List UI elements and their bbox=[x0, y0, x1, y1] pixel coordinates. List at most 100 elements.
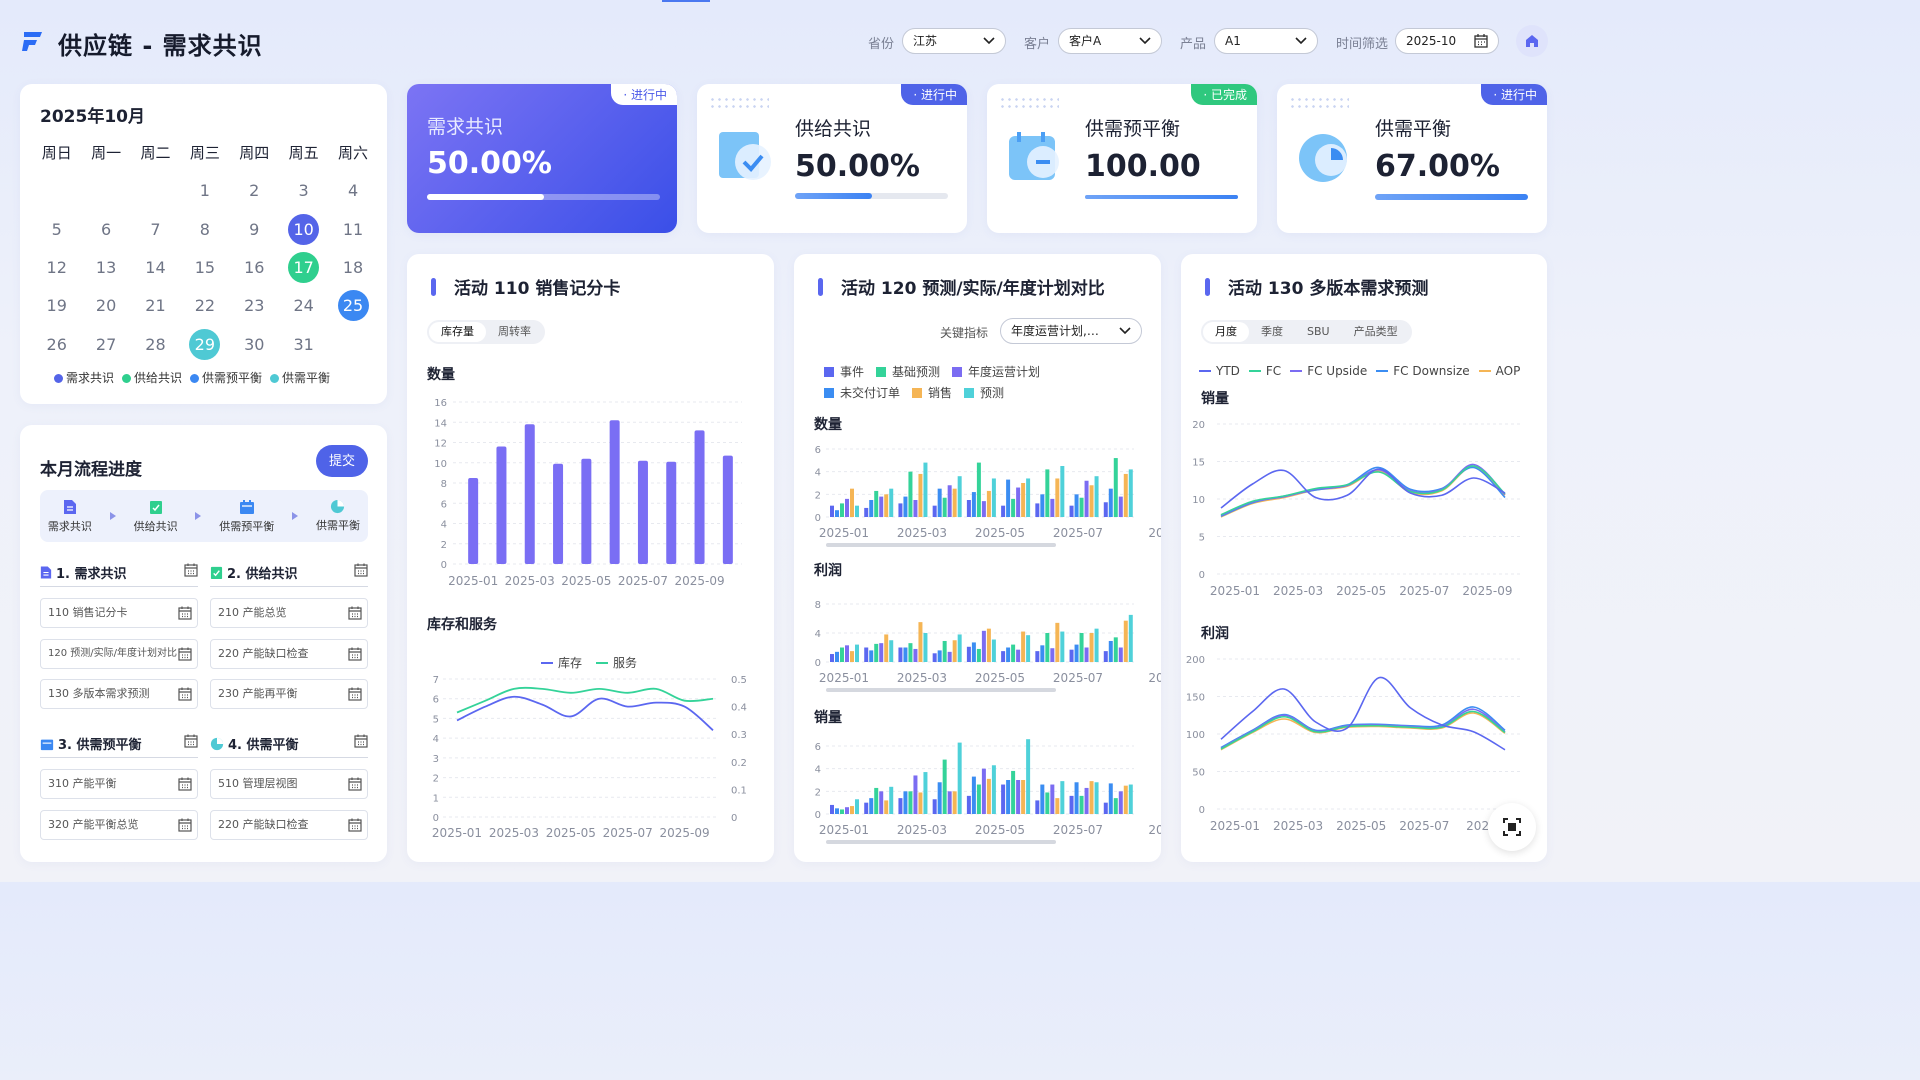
calendar-day[interactable]: 20 bbox=[95, 296, 117, 316]
step-supply[interactable]: 供给共识 bbox=[134, 499, 178, 534]
calendar-day[interactable]: 8 bbox=[199, 219, 210, 239]
calendar-day[interactable]: 21 bbox=[145, 296, 166, 316]
bar bbox=[879, 791, 884, 814]
step-balance[interactable]: 供需平衡 bbox=[316, 499, 360, 533]
calendar-day[interactable]: 1 bbox=[199, 181, 210, 201]
calendar-day[interactable]: 17 bbox=[279, 252, 328, 284]
process-item[interactable]: 510 管理层视图 bbox=[210, 769, 368, 799]
province-select[interactable]: 江苏 bbox=[902, 28, 1006, 54]
tab-monthly[interactable]: 月度 bbox=[1203, 322, 1249, 342]
kpi-value: 50.00% bbox=[795, 149, 920, 184]
step-demand[interactable]: 需求共识 bbox=[48, 499, 92, 534]
calendar-day[interactable]: 3 bbox=[298, 181, 309, 201]
kpi-card-balance[interactable]: · 进行中 供需平衡 67.00% bbox=[1277, 84, 1547, 233]
tab-turnover[interactable]: 周转率 bbox=[498, 325, 531, 338]
calendar-day[interactable]: 25 bbox=[328, 290, 377, 322]
week-row: 5 6 7 8 9 10 11 bbox=[32, 211, 378, 249]
process-item[interactable]: 130 多版本需求预测 bbox=[40, 679, 198, 709]
process-item[interactable]: 310 产能平衡 bbox=[40, 769, 198, 799]
calendar-day[interactable]: 7 bbox=[150, 219, 161, 239]
product-select[interactable]: A1 bbox=[1214, 28, 1318, 54]
process-item[interactable]: 230 产能再平衡 bbox=[210, 679, 368, 709]
legend-label: 库存 bbox=[558, 656, 583, 670]
calendar-day[interactable]: 13 bbox=[95, 258, 117, 278]
customer-select[interactable]: 客户A bbox=[1058, 28, 1162, 54]
tab-quarterly[interactable]: 季度 bbox=[1261, 325, 1283, 338]
calendar-day[interactable]: 29 bbox=[180, 328, 229, 361]
week-row: 19 20 21 22 23 24 25 bbox=[32, 287, 378, 325]
calendar-icon bbox=[40, 739, 54, 750]
kpi-card-pre-balance[interactable]: · 已完成 供需预平衡 100.00 bbox=[987, 84, 1257, 233]
calendar-day[interactable]: 14 bbox=[145, 258, 166, 278]
process-item[interactable]: 210 产能总览 bbox=[210, 598, 368, 628]
bar bbox=[957, 742, 962, 814]
bar bbox=[1089, 781, 1094, 814]
calendar-day[interactable]: 11 bbox=[342, 219, 364, 239]
calendar-day[interactable]: 28 bbox=[145, 334, 166, 354]
process-item[interactable]: 120 预测/实际/年度计划对比 bbox=[40, 638, 198, 669]
bar bbox=[864, 507, 869, 517]
process-item[interactable]: 110 销售记分卡 bbox=[40, 598, 198, 628]
submit-button[interactable]: 提交 bbox=[316, 445, 368, 477]
process-item[interactable]: 320 产能平衡总览 bbox=[40, 809, 198, 840]
calendar-day[interactable]: 30 bbox=[244, 334, 265, 354]
bar bbox=[932, 799, 937, 814]
month-picker[interactable]: 2025-10 bbox=[1395, 28, 1499, 54]
calendar-day[interactable]: 15 bbox=[194, 258, 216, 278]
bar bbox=[991, 639, 996, 662]
section-calendar-button[interactable] bbox=[184, 734, 198, 752]
step-pre-balance[interactable]: 供需预平衡 bbox=[219, 499, 274, 534]
calendar-day[interactable]: 19 bbox=[46, 296, 67, 316]
tab-group: 月度 季度 SBU 产品类型 bbox=[1201, 320, 1412, 344]
tab-sbu[interactable]: SBU bbox=[1307, 325, 1330, 338]
bar bbox=[1035, 651, 1040, 662]
calendar-day[interactable]: 9 bbox=[249, 219, 260, 239]
calendar-day[interactable]: 10 bbox=[279, 213, 328, 246]
calendar-day[interactable]: 4 bbox=[347, 181, 359, 201]
kpi-value: 100.00 bbox=[1085, 149, 1201, 184]
kpi-card-supply[interactable]: · 进行中 供给共识 50.00% bbox=[697, 84, 967, 233]
home-button[interactable] bbox=[1516, 25, 1548, 57]
calendar-day[interactable]: 2 bbox=[249, 181, 260, 201]
legend-item: 未交付订单 bbox=[824, 384, 900, 401]
kpi-value: 50.00% bbox=[427, 146, 552, 181]
bar bbox=[952, 488, 957, 517]
kpi-card-demand[interactable]: · 进行中 需求共识 50.00% bbox=[407, 84, 677, 233]
metric-select[interactable]: 年度运营计划,… bbox=[1000, 318, 1142, 344]
section-calendar-button[interactable] bbox=[184, 563, 198, 581]
process-item[interactable]: 220 产能缺口检查 bbox=[210, 638, 368, 669]
section-calendar-button[interactable] bbox=[354, 563, 368, 581]
calendar-day[interactable]: 23 bbox=[244, 296, 265, 316]
calendar-day[interactable]: 27 bbox=[95, 334, 117, 354]
calendar-day[interactable]: 5 bbox=[51, 219, 62, 239]
calendar-day[interactable]: 12 bbox=[46, 258, 67, 278]
calendar-day[interactable]: 24 bbox=[293, 296, 314, 316]
scrollbar bbox=[826, 688, 1056, 692]
x-tick-label: 2025-05 bbox=[975, 671, 1025, 685]
bar bbox=[1006, 479, 1011, 517]
calendar-day[interactable]: 26 bbox=[46, 334, 67, 354]
calendar-day[interactable]: 6 bbox=[100, 219, 112, 239]
legend-item: 供给共识 bbox=[122, 369, 182, 386]
weekday-label: 周四 bbox=[239, 144, 270, 163]
chart-subtitle: 利润 bbox=[1201, 626, 1229, 642]
fullscreen-button[interactable] bbox=[1488, 803, 1536, 851]
bar bbox=[908, 471, 913, 517]
calendar-day[interactable]: 18 bbox=[342, 258, 364, 278]
bar bbox=[937, 488, 942, 517]
section-title: 2. 供给共识 bbox=[227, 567, 298, 582]
process-item-label: 120 预测/实际/年度计划对比 bbox=[48, 647, 178, 659]
section-calendar-button[interactable] bbox=[354, 734, 368, 752]
tab-inventory[interactable]: 库存量 bbox=[429, 322, 486, 342]
calendar-day[interactable]: 22 bbox=[194, 296, 216, 316]
bar bbox=[1040, 645, 1045, 662]
document-icon bbox=[63, 499, 76, 514]
series-line bbox=[456, 695, 714, 731]
bar bbox=[1016, 649, 1021, 662]
calendar-grid-icon bbox=[348, 777, 362, 791]
calendar-day[interactable]: 31 bbox=[293, 334, 314, 354]
calendar-day[interactable]: 16 bbox=[244, 258, 265, 278]
weekday-row: 周日 周一 周二 周三 周四 周五 周六 bbox=[32, 134, 378, 172]
tab-product-type[interactable]: 产品类型 bbox=[1353, 325, 1398, 338]
process-item[interactable]: 220 产能缺口检查 bbox=[210, 809, 368, 840]
